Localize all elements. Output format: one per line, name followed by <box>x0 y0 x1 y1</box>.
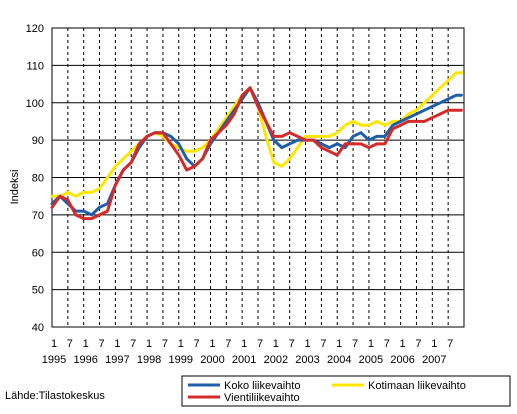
x-tick-month: 7 <box>225 338 231 350</box>
y-tick-label: 70 <box>32 210 44 222</box>
x-tick-month: 1 <box>114 338 120 350</box>
series-line-2 <box>50 86 463 221</box>
x-tick-month: 1 <box>241 338 247 350</box>
x-tick-year: 2007 <box>422 354 446 366</box>
x-tick-year: 1996 <box>73 354 97 366</box>
x-tick-month: 7 <box>447 338 453 350</box>
legend-label-koko: Koko liikevaihto <box>224 380 300 392</box>
y-tick-label: 90 <box>32 135 44 147</box>
source-note: Lähde:Tilastokeskus <box>5 390 105 402</box>
x-tick-month: 7 <box>257 338 263 350</box>
x-tick-year: 2005 <box>359 354 383 366</box>
x-tick-year: 1995 <box>42 354 66 366</box>
x-tick-year: 2006 <box>390 354 414 366</box>
x-tick-year: 2000 <box>200 354 224 366</box>
x-tick-month: 7 <box>352 338 358 350</box>
x-tick-month: 1 <box>209 338 215 350</box>
x-tick-month: 1 <box>51 338 57 350</box>
y-axis-label: Indeksi <box>9 170 21 205</box>
x-tick-month: 1 <box>146 338 152 350</box>
x-tick-year: 2003 <box>295 354 319 366</box>
x-tick-year: 1997 <box>105 354 129 366</box>
x-tick-year: 1998 <box>137 354 161 366</box>
x-tick-month: 1 <box>431 338 437 350</box>
y-tick-label: 40 <box>32 322 44 334</box>
x-tick-month: 1 <box>83 338 89 350</box>
plot-frame <box>51 27 465 328</box>
x-tick-month: 7 <box>194 338 200 350</box>
x-tick-month: 7 <box>289 338 295 350</box>
legend-box <box>181 375 511 407</box>
y-tick-label: 80 <box>32 173 44 185</box>
y-tick-label: 110 <box>26 60 44 72</box>
x-tick-year: 2004 <box>327 354 351 366</box>
x-tick-month: 7 <box>130 338 136 350</box>
x-tick-month: 1 <box>178 338 184 350</box>
x-tick-month: 7 <box>384 338 390 350</box>
x-tick-month: 7 <box>415 338 421 350</box>
x-tick-month: 1 <box>368 338 374 350</box>
x-tick-month: 1 <box>400 338 406 350</box>
legend-label-kotimaan: Kotimaan liikevaihto <box>368 380 466 392</box>
x-tick-month: 1 <box>336 338 342 350</box>
x-tick-year: 2002 <box>264 354 288 366</box>
x-tick-month: 7 <box>320 338 326 350</box>
y-tick-label: 50 <box>32 285 44 297</box>
x-tick-month: 1 <box>273 338 279 350</box>
x-tick-month: 7 <box>162 338 168 350</box>
y-tick-label: 100 <box>26 98 44 110</box>
legend: Koko liikevaihto Kotimaan liikevaihto Vi… <box>181 375 511 407</box>
x-tick-month: 1 <box>304 338 310 350</box>
x-tick-year: 1999 <box>169 354 193 366</box>
x-tick-month: 7 <box>67 338 73 350</box>
y-tick-label: 120 <box>26 23 44 35</box>
x-tick-year: 2001 <box>232 354 256 366</box>
y-axis-ticks: 40 50 60 70 80 90 100 110 120 <box>26 23 44 334</box>
x-tick-month: 7 <box>98 338 104 350</box>
legend-label-vienti: Vientiliikevaihto <box>224 392 300 404</box>
series-lines <box>50 71 463 221</box>
grid <box>52 27 464 328</box>
y-tick-label: 60 <box>32 247 44 259</box>
